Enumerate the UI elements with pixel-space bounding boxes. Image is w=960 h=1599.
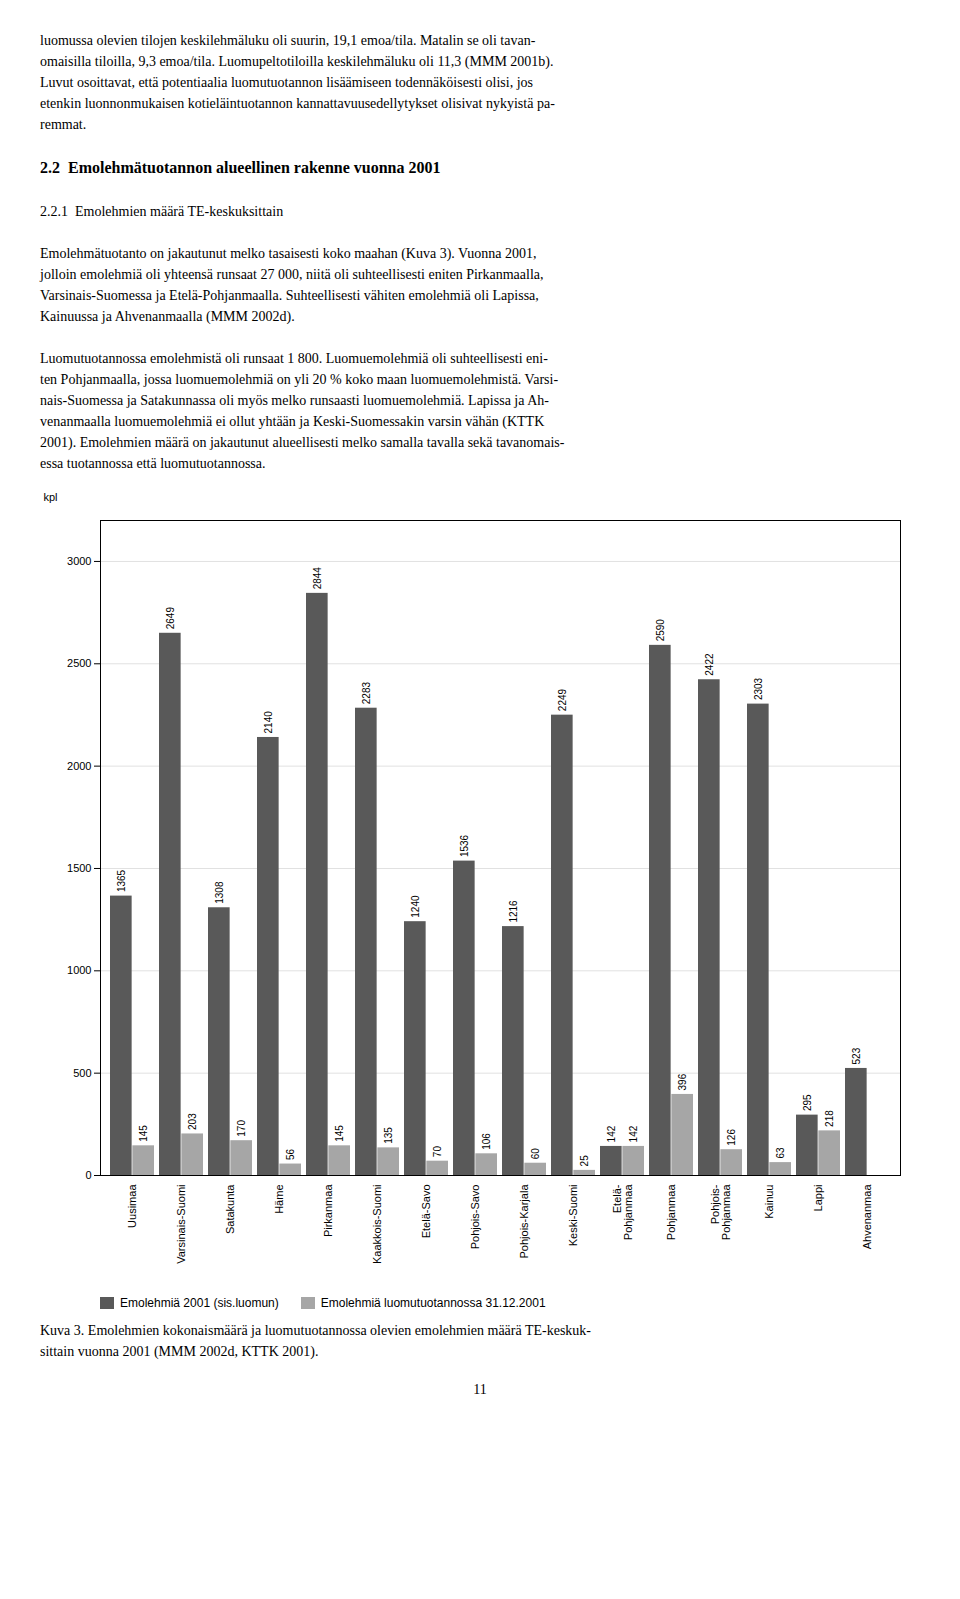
- html-text:Kainuussa ja Ahvenanmaalla (MM: Kainuussa ja Ahvenanmaalla (MMM 2002d).: [40, 309, 295, 324]
- svg-text:145: 145: [138, 1125, 149, 1142]
- html-text:Emolehmätuotanto on jakautunut: Emolehmätuotanto on jakautunut melko tas…: [40, 246, 537, 261]
- svg-text:Kainuu: Kainuu: [763, 1185, 775, 1219]
- html-text:Varsinais-Suomessa ja Etelä-Po: Varsinais-Suomessa ja Etelä-Pohjanmaalla…: [40, 288, 539, 303]
- svg-text:2000: 2000: [67, 760, 91, 772]
- html-text:venanmaalla luomuemolehmiä ei: venanmaalla luomuemolehmiä ei ollut yhtä…: [40, 414, 545, 429]
- svg-text:0: 0: [85, 1169, 91, 1181]
- svg-text:2303: 2303: [753, 677, 764, 700]
- svg-text:1308: 1308: [214, 881, 225, 904]
- html-text:Luvut osoittavat, että potenti: Luvut osoittavat, että potentiaalia luom…: [40, 75, 533, 90]
- svg-text:Häme: Häme: [273, 1185, 285, 1214]
- svg-text:Kaakkois-Suomi: Kaakkois-Suomi: [371, 1185, 383, 1264]
- svg-text:295: 295: [802, 1094, 813, 1111]
- svg-text:2249: 2249: [557, 688, 568, 711]
- svg-text:218: 218: [824, 1110, 835, 1127]
- svg-text:Satakunta: Satakunta: [224, 1184, 236, 1234]
- svg-text:Pohjanmaa: Pohjanmaa: [665, 1184, 677, 1241]
- svg-text:Pohjois-Karjala: Pohjois-Karjala: [518, 1184, 530, 1259]
- svg-text:Pirkanmaa: Pirkanmaa: [322, 1184, 334, 1237]
- html-text:luomussa olevien tilojen keski: luomussa olevien tilojen keskilehmäluku …: [40, 33, 536, 48]
- svg-text:170: 170: [236, 1120, 247, 1137]
- svg-text:Uusimaa: Uusimaa: [126, 1184, 138, 1228]
- svg-text:2500: 2500: [67, 657, 91, 669]
- svg-text:500: 500: [73, 1067, 91, 1079]
- html-text:essa tuotannossa että luomutuo: essa tuotannossa että luomutuotannossa.: [40, 456, 266, 471]
- svg-text:1500: 1500: [67, 862, 91, 874]
- svg-text:kpl: kpl: [44, 491, 58, 503]
- svg-text:1536: 1536: [459, 834, 470, 857]
- svg-text:523: 523: [851, 1047, 862, 1064]
- svg-text:63: 63: [775, 1147, 786, 1159]
- svg-text:25: 25: [579, 1155, 590, 1167]
- svg-text:Varsinais-Suomi: Varsinais-Suomi: [175, 1185, 187, 1264]
- html-text:nais-Suomessa ja Satakunnassa: nais-Suomessa ja Satakunnassa oli myös m…: [40, 393, 549, 408]
- svg-text:2283: 2283: [361, 682, 372, 705]
- html-text:Luomutuotannossa emolehmistä o: Luomutuotannossa emolehmistä oli runsaat…: [40, 351, 548, 366]
- svg-text:Pohjois-Savo: Pohjois-Savo: [469, 1185, 481, 1250]
- svg-text:1000: 1000: [67, 964, 91, 976]
- html-text:remmat.: remmat.: [40, 117, 87, 132]
- html-text:2001). Emolehmien määrä on jak: 2001). Emolehmien määrä on jakautunut al…: [40, 435, 565, 450]
- svg-text:Etelä-Savo: Etelä-Savo: [420, 1185, 432, 1239]
- svg-text:Ahvenanmaa: Ahvenanmaa: [861, 1184, 873, 1250]
- svg-text:203: 203: [187, 1113, 198, 1130]
- html-text:Kuva 3. Emolehmien kokonaismää: Kuva 3. Emolehmien kokonaismäärä ja luom…: [40, 1323, 591, 1338]
- svg-text:70: 70: [432, 1146, 443, 1158]
- html-text:etenkin luonnonmukaisen kotiel: etenkin luonnonmukaisen kotieläintuotann…: [40, 96, 555, 111]
- html-text:2.2 Emolehmätuotannon alueelli: 2.2 Emolehmätuotannon alueellinen rakenn…: [40, 159, 441, 176]
- svg-text:1216: 1216: [508, 900, 519, 923]
- svg-text:2590: 2590: [655, 619, 666, 642]
- svg-text:2140: 2140: [263, 711, 274, 734]
- html-text:omaisilla tiloilla, 9,3 emoa/t: omaisilla tiloilla, 9,3 emoa/tila. Luomu…: [40, 54, 554, 69]
- svg-text:396: 396: [677, 1073, 688, 1090]
- svg-text:2422: 2422: [704, 653, 715, 676]
- svg-text:Lappi: Lappi: [812, 1185, 824, 1212]
- svg-text:145: 145: [334, 1125, 345, 1142]
- svg-text:Etelä-Pohjanmaa: Etelä-Pohjanmaa: [611, 1184, 634, 1241]
- html-text:jolloin emolehmiä oli yhteensä: jolloin emolehmiä oli yhteensä runsaat 2…: [40, 267, 544, 282]
- svg-text:Pohjois-Pohjanmaa: Pohjois-Pohjanmaa: [709, 1184, 732, 1241]
- html-text:sittain vuonna 2001 (MMM 2002d: sittain vuonna 2001 (MMM 2002d, KTTK 200…: [40, 1344, 319, 1359]
- svg-text:1365: 1365: [116, 869, 127, 892]
- svg-text:2649: 2649: [165, 607, 176, 630]
- svg-text:60: 60: [530, 1148, 541, 1160]
- svg-text:Keski-Suomi: Keski-Suomi: [567, 1185, 579, 1247]
- svg-text:135: 135: [383, 1127, 394, 1144]
- svg-text:126: 126: [726, 1129, 737, 1146]
- html-text:Emolehmiä 2001 (sis.luomun): Emolehmiä 2001 (sis.luomun): [120, 1296, 279, 1310]
- svg-text:142: 142: [606, 1125, 617, 1142]
- html-text:Emolehmiä luomutuotannossa 31.: Emolehmiä luomutuotannossa 31.12.2001: [320, 1296, 546, 1310]
- svg-text:56: 56: [285, 1148, 296, 1160]
- svg-text:3000: 3000: [67, 555, 91, 567]
- html-text:11: 11: [473, 1382, 487, 1397]
- svg-text:1240: 1240: [410, 895, 421, 918]
- html-text:2.2.1 Emolehmien määrä TE-kesk: 2.2.1 Emolehmien määrä TE-keskuksittain: [40, 204, 284, 219]
- html-text:ten Pohjanmaalla, jossa luomue: ten Pohjanmaalla, jossa luomuemolehmiä o…: [40, 372, 558, 387]
- svg-text:2844: 2844: [312, 567, 323, 590]
- svg-text:142: 142: [628, 1125, 639, 1142]
- svg-text:106: 106: [481, 1133, 492, 1150]
